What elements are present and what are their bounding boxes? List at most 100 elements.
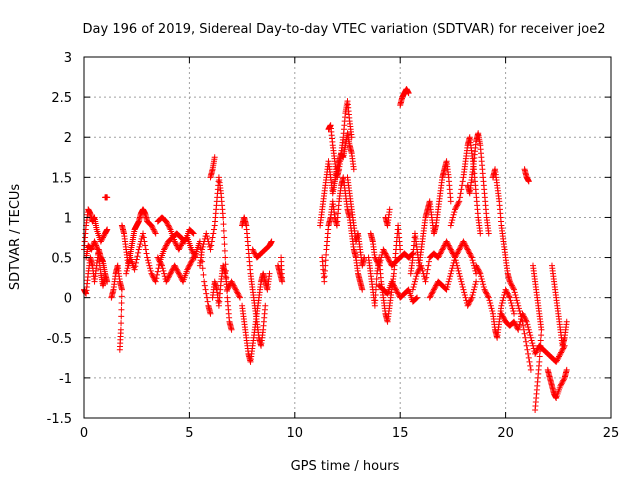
data-point [359,286,366,293]
data-point [96,258,103,265]
data-point [199,246,206,253]
data-point [487,300,494,307]
data-point [459,182,466,189]
data-point [456,273,463,280]
data-point [172,239,179,246]
data-point [210,226,217,233]
data-point [158,261,165,268]
data-point [534,346,541,353]
data-point [527,332,534,339]
data-point [483,290,490,297]
data-point [142,242,149,249]
data-point [149,225,156,232]
data-point [556,353,563,360]
data-point [157,259,164,266]
data-point [428,290,435,297]
data-point [473,263,480,270]
data-point [448,267,455,274]
data-point [447,245,454,252]
data-point [461,289,468,296]
data-point [457,275,464,282]
data-point [250,247,257,254]
data-point [177,273,184,280]
data-point [447,222,454,229]
data-point [200,271,207,278]
data-point [522,338,529,345]
data-point [91,238,98,245]
data-point [236,294,243,301]
data-point [476,269,483,276]
data-point [475,267,482,274]
data-point [452,206,459,213]
data-point [471,283,478,290]
data-point [251,250,258,257]
data-point [123,270,130,277]
data-point [149,273,156,280]
data-point [147,265,154,272]
data-point [173,241,180,248]
data-point [498,302,505,309]
data-point [500,294,507,301]
data-point [96,262,103,269]
data-point [466,250,473,257]
data-point [209,234,216,241]
data-point [447,198,454,205]
data-point [163,241,170,248]
data-point [189,229,196,236]
data-point [449,214,456,221]
data-point [414,294,421,301]
data-point [563,318,570,325]
data-point [200,241,207,248]
data-point [93,242,100,249]
data-point [448,219,455,226]
data-point [456,246,463,253]
data-point [449,217,456,224]
data-point [322,262,329,269]
data-point [173,265,180,272]
data-point [485,294,492,301]
data-point [559,378,566,385]
data-point [432,283,439,290]
data-point [480,283,487,290]
data-point [203,294,210,301]
data-point [444,241,451,248]
data-point [447,270,454,277]
data-point [390,282,397,289]
data-point [385,255,392,262]
data-point [151,229,158,236]
data-point [527,362,534,369]
data-point [394,289,401,296]
data-point [94,246,101,253]
data-point [468,253,475,260]
data-point [489,308,496,315]
data-point [437,249,444,256]
plot-frame [83,56,612,419]
data-point [554,356,561,363]
data-point [178,241,185,248]
data-point [456,270,463,277]
data-point [438,247,445,254]
data-point [152,278,159,285]
data-point [480,281,487,288]
data-point [151,227,158,234]
data-point [424,266,431,273]
data-point [231,283,238,290]
data-point [171,262,178,269]
data-point [372,255,379,262]
data-point [391,283,398,290]
data-point [189,247,196,254]
data-point [501,316,508,323]
data-point [189,257,196,264]
data-point [418,262,425,269]
data-point [176,271,183,278]
data-point [116,346,123,353]
data-point [405,90,412,97]
data-point [416,266,423,273]
data-point [478,273,485,280]
data-point [446,275,453,282]
data-point [375,261,382,268]
data-point [321,273,328,280]
data-point [469,291,476,298]
data-point [95,254,102,261]
data-point [454,201,461,208]
